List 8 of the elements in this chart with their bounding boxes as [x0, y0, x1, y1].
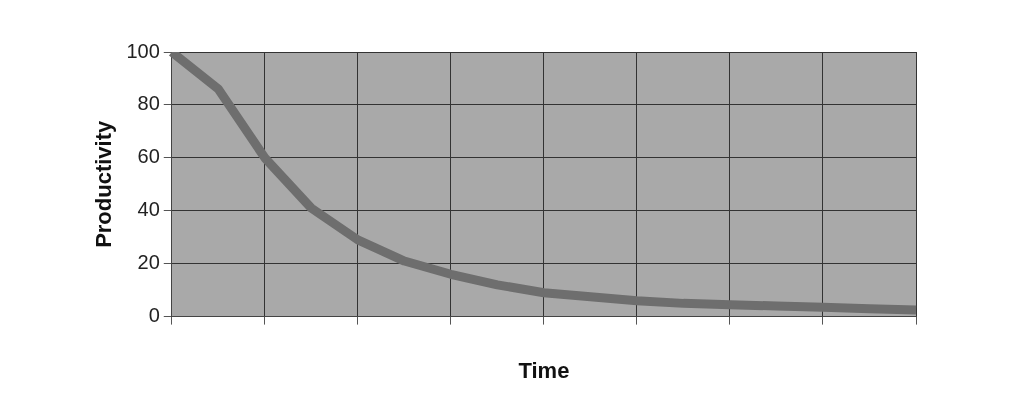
y-tick-label: 60 — [137, 145, 160, 168]
y-tick-label: 80 — [137, 92, 160, 115]
y-axis-title: Productivity — [91, 119, 117, 248]
y-tick-label: 100 — [126, 39, 160, 62]
y-tick-label: 40 — [137, 198, 160, 221]
y-tick-label: 0 — [148, 304, 160, 327]
x-axis-title: Time — [518, 357, 570, 383]
y-tick-label: 20 — [137, 251, 160, 274]
